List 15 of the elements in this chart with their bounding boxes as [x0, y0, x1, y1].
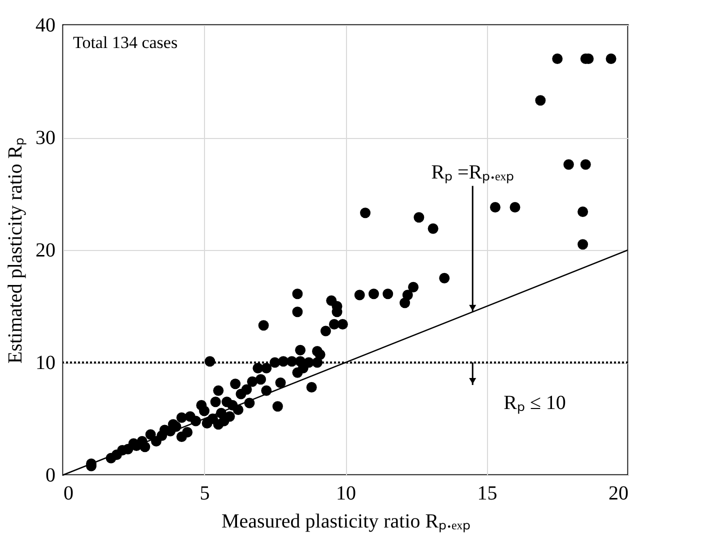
y-tick-label: 0 [46, 464, 56, 486]
x-tick-label: 5 [200, 482, 210, 504]
x-tick-label: 10 [336, 482, 356, 504]
y-tick-label: 10 [36, 352, 56, 374]
x-tick-label: 0 [64, 482, 74, 504]
annotation: Rₚ ≤ 10 [504, 392, 566, 414]
y-tick-label: 30 [36, 127, 56, 149]
x-axis-title: Measured plasticity ratio Rₚ.ₑₓₚ [221, 510, 471, 532]
annotation: Rₚ =Rₚ.ₑₓₚ [431, 161, 514, 184]
annotation: Total 134 cases [73, 33, 178, 52]
y-axis-title: Estimated plasticity ratio Rₚ [4, 137, 26, 364]
x-tick-label: 20 [608, 482, 628, 504]
y-tick-label: 40 [36, 14, 56, 36]
x-tick-label: 15 [477, 482, 498, 504]
y-tick-label: 20 [36, 240, 56, 262]
